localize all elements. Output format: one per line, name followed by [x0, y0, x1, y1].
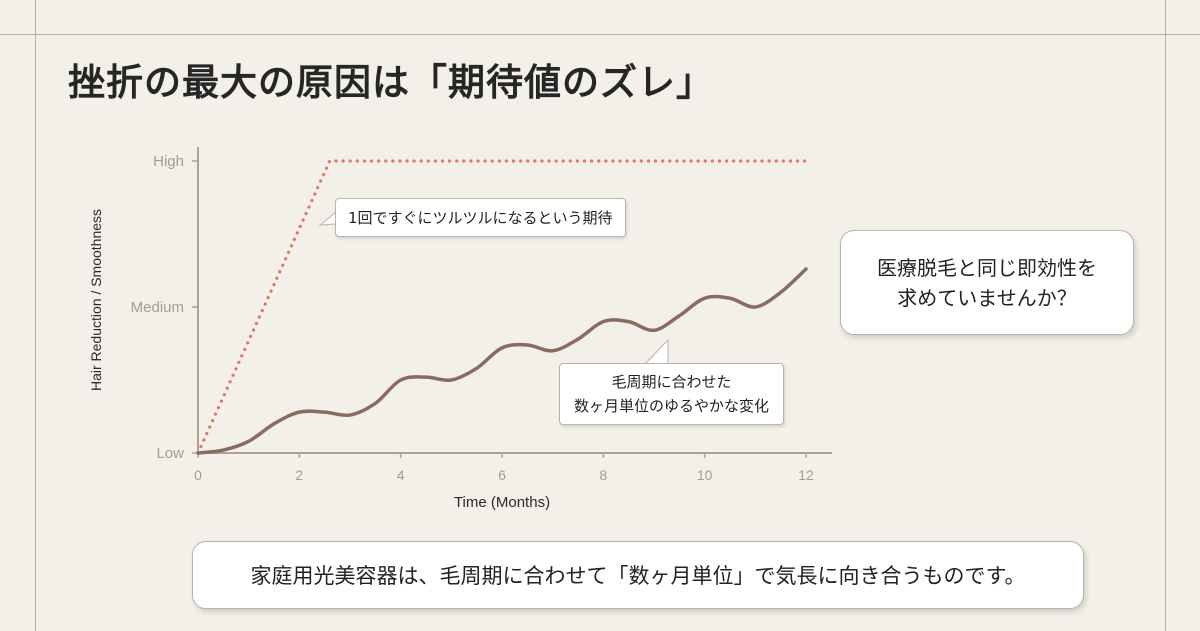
x-tick-label: 8: [599, 467, 607, 483]
x-tick-label: 0: [194, 467, 202, 483]
y-tick-label: Low: [156, 445, 184, 462]
real-change-line-1: 毛周期に合わせた: [611, 373, 732, 391]
x-tick-label: 10: [697, 467, 713, 483]
chart-series: [196, 159, 808, 455]
x-tick-label: 12: [798, 467, 814, 483]
ideal-expectation-callout: 1回ですぐにツルツルになるという期待: [335, 198, 626, 237]
frame-right-line: [1165, 0, 1166, 631]
page-title: 挫折の最大の原因は「期待値のズレ」: [68, 60, 714, 104]
real-callout-pointer: [643, 338, 669, 365]
x-tick-label: 2: [295, 467, 303, 483]
ideal-expectation-line: [196, 159, 808, 455]
real-change-callout: 毛周期に合わせた 数ヶ月単位のゆるやかな変化: [559, 363, 785, 425]
y-axis-label: Hair Reduction / Smoothness: [88, 208, 104, 392]
summary-box: 家庭用光美容器は、毛周期に合わせて「数ヶ月単位」で気長に向き合うものです。: [192, 541, 1084, 609]
frame-left-line: [35, 0, 36, 631]
chart-axes: 0 2 4 6 8 10 12 Low Medium High: [131, 147, 832, 483]
x-axis-label: Time (Months): [453, 494, 551, 511]
real-change-line-2: 数ヶ月単位のゆるやかな変化: [574, 397, 770, 415]
ideal-callout-pointer: [318, 210, 337, 226]
question-line-1: 医療脱毛と同じ即効性を: [877, 255, 1097, 280]
y-tick-label: Medium: [131, 299, 184, 316]
question-bubble: 医療脱毛と同じ即効性を 求めていませんか？: [840, 230, 1134, 335]
frame-top-line: [0, 34, 1200, 35]
x-tick-label: 4: [397, 467, 405, 483]
x-tick-label: 6: [498, 467, 506, 483]
ideal-expectation-text: 1回ですぐにツルツルになるという期待: [348, 209, 613, 227]
question-line-2: 求めていませんか？: [897, 285, 1077, 310]
y-tick-label: High: [153, 153, 184, 170]
real-progress-line: [196, 267, 808, 455]
summary-text: 家庭用光美容器は、毛周期に合わせて「数ヶ月単位」で気長に向き合うものです。: [250, 564, 1026, 588]
